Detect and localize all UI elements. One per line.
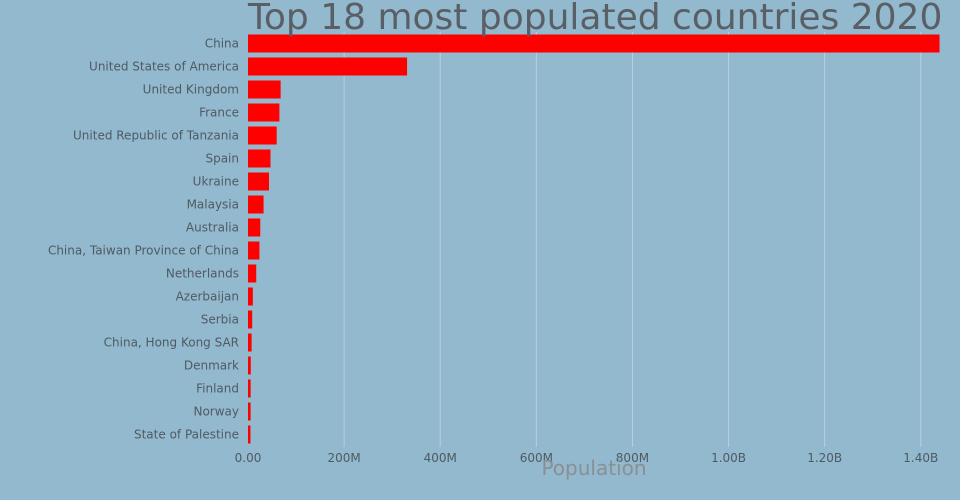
category-label: China, Taiwan Province of China <box>48 244 239 258</box>
category-label: Serbia <box>201 313 239 327</box>
x-tick-labels: 0.00 200M 400M 600M 800M 1.00B 1.20B 1.40B <box>235 451 939 465</box>
category-label: Finland <box>196 382 239 396</box>
bar[interactable] <box>248 103 280 122</box>
x-tick-label: 800M <box>616 451 649 465</box>
bars <box>248 34 940 444</box>
bar[interactable] <box>248 287 253 306</box>
category-label: Ukraine <box>193 175 239 189</box>
x-tick-label: 0.00 <box>235 451 262 465</box>
bar[interactable] <box>248 241 260 260</box>
x-tick-label: 1.20B <box>807 451 842 465</box>
bar[interactable] <box>248 356 251 375</box>
category-label: Azerbaijan <box>176 290 239 304</box>
category-label: China, Hong Kong SAR <box>104 336 239 350</box>
bar[interactable] <box>248 57 408 76</box>
category-label: France <box>199 106 239 120</box>
bar[interactable] <box>248 172 270 191</box>
category-label: Spain <box>205 152 239 166</box>
x-tick-label: 1.40B <box>903 451 938 465</box>
category-label: China <box>205 37 239 51</box>
category-label: Australia <box>186 221 239 235</box>
category-label: Denmark <box>184 359 239 373</box>
category-labels: China United States of America United King… <box>48 37 239 442</box>
bar[interactable] <box>248 425 251 444</box>
bar[interactable] <box>248 34 940 53</box>
chart-title: Top 18 most populated countries 2020 <box>247 0 942 38</box>
category-label: United Kingdom <box>143 83 239 97</box>
bar[interactable] <box>248 333 252 352</box>
category-label: Norway <box>193 405 239 419</box>
x-tick-label: 200M <box>327 451 360 465</box>
category-label: State of Palestine <box>134 428 239 442</box>
bar[interactable] <box>248 264 257 283</box>
x-axis-label: Population <box>541 456 646 480</box>
x-tick-label: 600M <box>520 451 553 465</box>
bar[interactable] <box>248 149 271 168</box>
bar[interactable] <box>248 379 251 398</box>
bar[interactable] <box>248 195 264 214</box>
bar[interactable] <box>248 402 251 421</box>
x-tick-label: 1.00B <box>711 451 746 465</box>
category-label: Netherlands <box>166 267 239 281</box>
bar[interactable] <box>248 126 277 145</box>
bar[interactable] <box>248 310 253 329</box>
category-label: Malaysia <box>187 198 239 212</box>
category-label: United States of America <box>89 60 239 74</box>
bar[interactable] <box>248 80 281 99</box>
bar[interactable] <box>248 218 261 237</box>
grid-lines <box>343 32 922 447</box>
category-label: United Republic of Tanzania <box>73 129 239 143</box>
x-tick-label: 400M <box>424 451 457 465</box>
